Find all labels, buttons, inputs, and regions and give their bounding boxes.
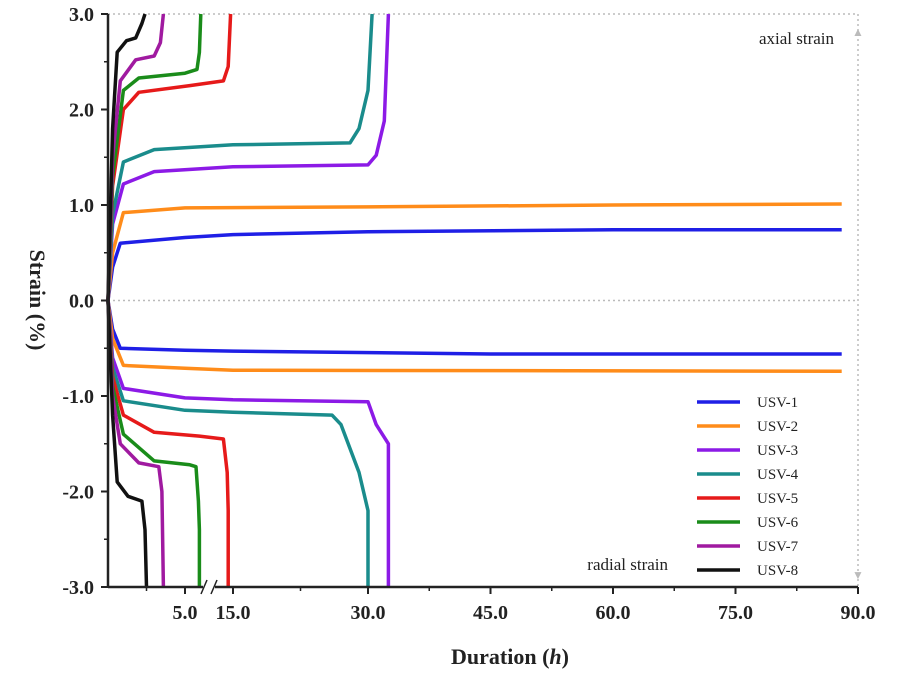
series-line-usv-6-axial bbox=[106, 13, 203, 301]
x-tick-label: 30.0 bbox=[351, 602, 386, 624]
series-line-usv-6-radial bbox=[106, 300, 202, 587]
series-line-usv-3-axial bbox=[106, 13, 391, 301]
x-tick-label: 15.0 bbox=[216, 602, 251, 624]
series-line-usv-2-radial bbox=[106, 300, 842, 373]
axial-strain-annotation: axial strain bbox=[759, 29, 835, 48]
y-tick-label: 0.0 bbox=[69, 291, 94, 313]
legend-label-usv-4: USV-4 bbox=[757, 467, 799, 483]
x-axis-title: Duration (h) bbox=[451, 644, 569, 669]
series-line-usv-3-radial bbox=[106, 300, 391, 587]
tick-labels: 3.0 2.0 1.0 0.0 -1.0 -2.0 -3.0 5.0 15.0 30.0 45.0 6… bbox=[62, 4, 875, 624]
series-line-usv-4-axial bbox=[106, 13, 374, 301]
legend: USV-1 USV-2 USV-3 USV-4 USV-5 USV-6 USV-7 USV-8 bbox=[697, 395, 799, 579]
legend-label-usv-5: USV-5 bbox=[757, 491, 798, 507]
legend-label-usv-2: USV-2 bbox=[757, 419, 798, 435]
radial-strain-annotation: radial strain bbox=[587, 555, 668, 574]
legend-label-usv-3: USV-3 bbox=[757, 443, 798, 459]
grid-lines: ▲▼ bbox=[108, 13, 864, 587]
ticks bbox=[101, 13, 859, 595]
x-tick-label: 45.0 bbox=[473, 602, 508, 624]
y-tick-label: -3.0 bbox=[62, 577, 94, 599]
y-tick-label: 2.0 bbox=[69, 100, 94, 122]
series-line-usv-1-radial bbox=[106, 300, 842, 356]
axis-break-mark bbox=[200, 579, 208, 595]
x-tick-label: 5.0 bbox=[173, 602, 198, 624]
legend-label-usv-7: USV-7 bbox=[757, 539, 799, 555]
axis-break-mark bbox=[210, 579, 218, 595]
series-line-usv-1-axial bbox=[106, 228, 842, 301]
y-axis-title: Strain (%) bbox=[25, 250, 50, 351]
series-line-usv-5-radial bbox=[106, 300, 230, 587]
series-lines bbox=[106, 13, 842, 588]
series-line-usv-5-axial bbox=[106, 13, 233, 301]
y-tick-label: 3.0 bbox=[69, 4, 94, 26]
y-tick-label: -1.0 bbox=[62, 386, 94, 408]
series-line-usv-8-radial bbox=[106, 300, 149, 588]
series-line-usv-8-axial bbox=[106, 13, 147, 301]
legend-label-usv-1: USV-1 bbox=[757, 395, 798, 411]
x-tick-label: 90.0 bbox=[841, 602, 876, 624]
y-tick-label: -2.0 bbox=[62, 482, 94, 504]
right-arrow-down: ▼ bbox=[852, 568, 864, 582]
series-line-usv-2-axial bbox=[106, 202, 842, 301]
legend-label-usv-8: USV-8 bbox=[757, 563, 798, 579]
y-tick-label: 1.0 bbox=[69, 195, 94, 217]
series-line-usv-4-radial bbox=[106, 300, 370, 587]
axis-break-gap bbox=[203, 583, 215, 591]
right-arrow-up: ▲ bbox=[852, 25, 864, 39]
x-tick-label: 60.0 bbox=[596, 602, 631, 624]
legend-label-usv-6: USV-6 bbox=[757, 515, 799, 531]
x-tick-label: 75.0 bbox=[718, 602, 753, 624]
